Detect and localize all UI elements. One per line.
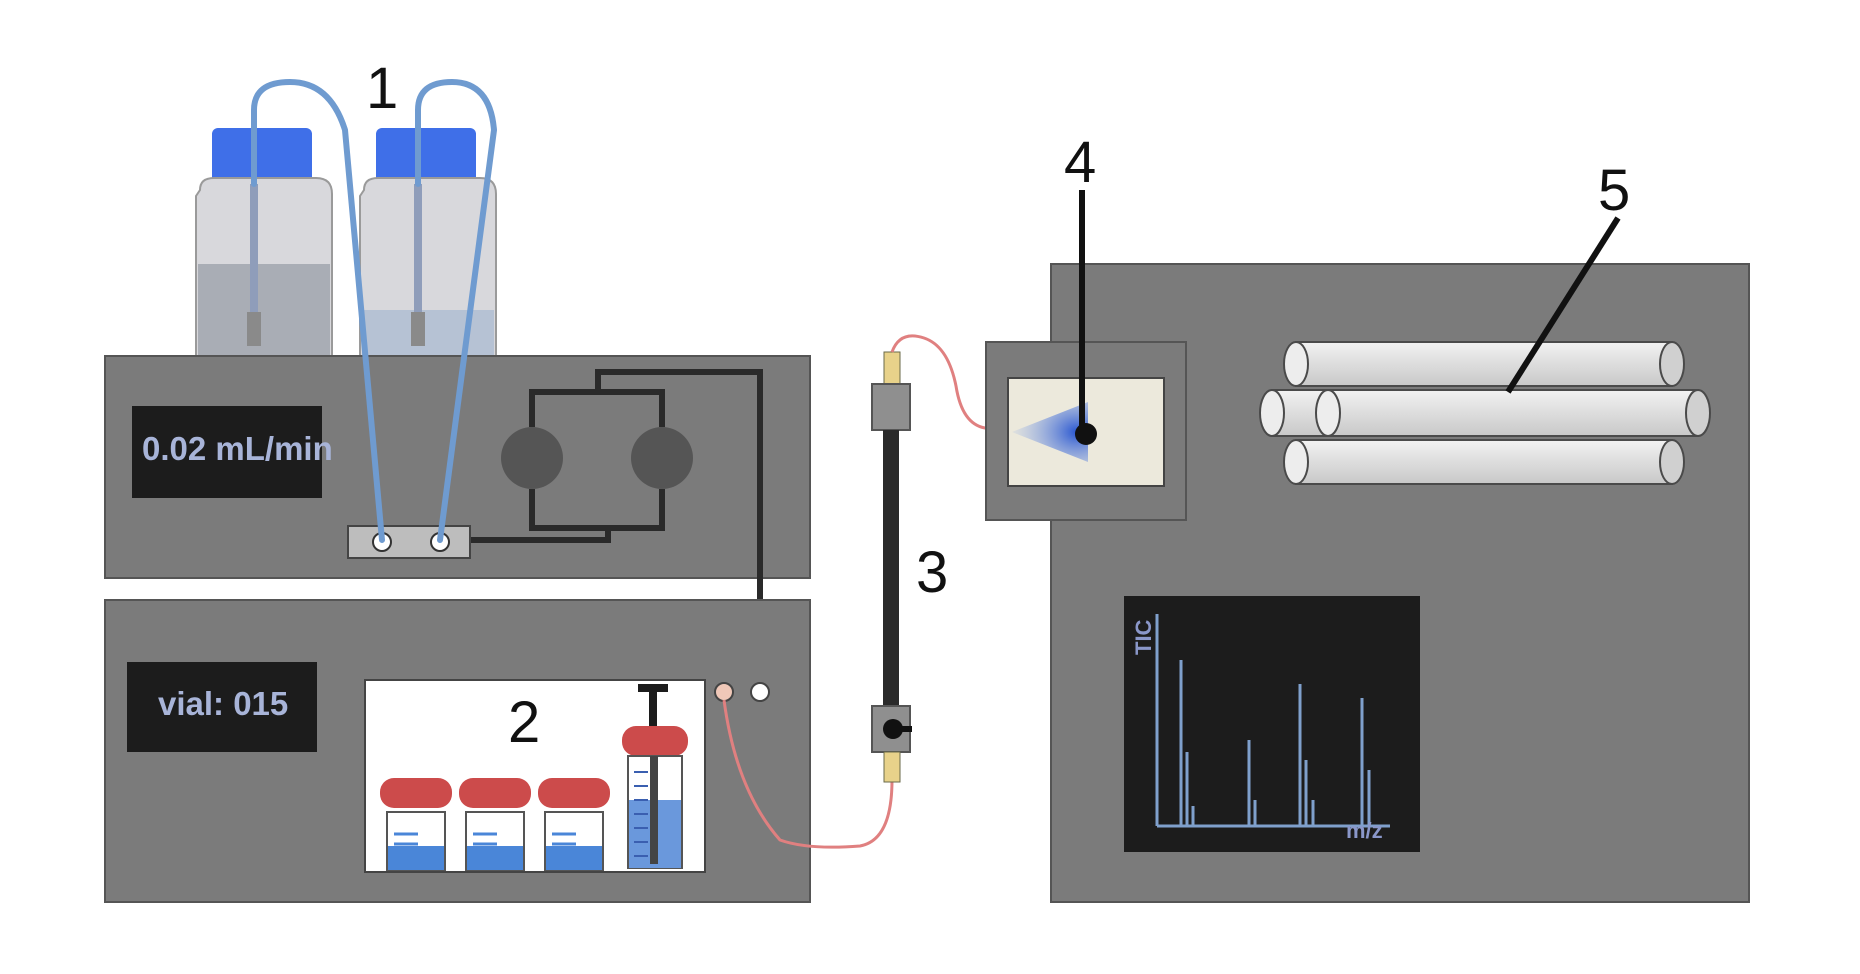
quadrupole-rod	[1315, 389, 1711, 437]
column-top-cap	[871, 383, 911, 431]
vial-display	[127, 662, 317, 752]
mass-spectrometer: TIC m/z	[985, 263, 1750, 903]
solvent-bottle-a	[195, 128, 333, 357]
label-2: 2	[508, 690, 540, 755]
vial-display-text: vial: 015	[158, 685, 288, 722]
spectrum-screen	[1124, 596, 1420, 852]
syringe-plunger-top	[638, 684, 668, 692]
syringe-needle	[650, 756, 658, 864]
bottle-cap	[376, 128, 476, 184]
flow-rate-text: 0.02 mL/min	[142, 430, 333, 467]
bottle-filter	[247, 312, 261, 346]
label-4: 4	[1064, 130, 1096, 195]
bottle-dip-tube	[414, 184, 422, 314]
label-3: 3	[916, 540, 948, 605]
solvent-bottle-b	[359, 128, 497, 357]
spectrum-peaks	[1179, 660, 1371, 826]
vial-liquid	[546, 846, 602, 870]
lc-column	[871, 351, 912, 783]
vial-liquid	[388, 846, 444, 870]
pump-outlet-line	[595, 369, 763, 692]
pump-plumbing-bottom	[529, 489, 665, 531]
injector-outlet-port	[714, 682, 734, 702]
sample-vial	[380, 778, 452, 871]
column-outlet-fitting	[883, 751, 901, 783]
bottle-filter	[411, 312, 425, 346]
spectrum-axes	[1155, 614, 1390, 828]
vial-cap	[380, 778, 452, 808]
quadrupole-rods	[1259, 341, 1711, 485]
label-1: 1	[366, 56, 398, 121]
sample-vial	[459, 778, 531, 871]
quadrupole-rod	[1283, 439, 1685, 485]
tubing-a	[251, 78, 385, 543]
bottle-dip-tube	[250, 184, 258, 314]
pump-module: 0.02 mL/min	[104, 355, 811, 692]
label-5: 5	[1598, 158, 1630, 223]
mixer-line	[470, 528, 611, 543]
flow-rate-display	[132, 406, 322, 498]
pump-head-a	[501, 427, 563, 489]
solvent-tubing	[251, 78, 498, 543]
vial-cap	[538, 778, 610, 808]
bottle-solvent	[362, 310, 494, 356]
solvent-bottles	[195, 128, 497, 357]
electrospray-plume	[1012, 402, 1088, 462]
pump-head-b	[631, 427, 693, 489]
bottle-solvent	[198, 264, 330, 356]
column-inlet-fitting	[883, 351, 901, 385]
inlet-manifold	[347, 525, 471, 559]
column-tube	[883, 430, 899, 710]
vial-liquid	[467, 846, 523, 870]
syringe-plunger	[649, 690, 657, 730]
tubing-b	[415, 78, 498, 543]
autosampler-module: vial: 015	[104, 599, 811, 903]
spectrum-y-label: TIC	[1131, 619, 1156, 655]
bottle-cap	[212, 128, 312, 184]
quadrupole-rod	[1283, 341, 1685, 387]
electrospray-tip	[1075, 423, 1097, 445]
sample-vial	[538, 778, 610, 871]
syringe-cap	[622, 726, 688, 756]
injection-syringe	[622, 684, 688, 869]
leader-line-5	[1505, 216, 1621, 394]
spectrum-x-label: m/z	[1346, 818, 1383, 843]
sample-line	[722, 699, 894, 849]
vial-cap	[459, 778, 531, 808]
injector-inlet-port	[750, 682, 770, 702]
